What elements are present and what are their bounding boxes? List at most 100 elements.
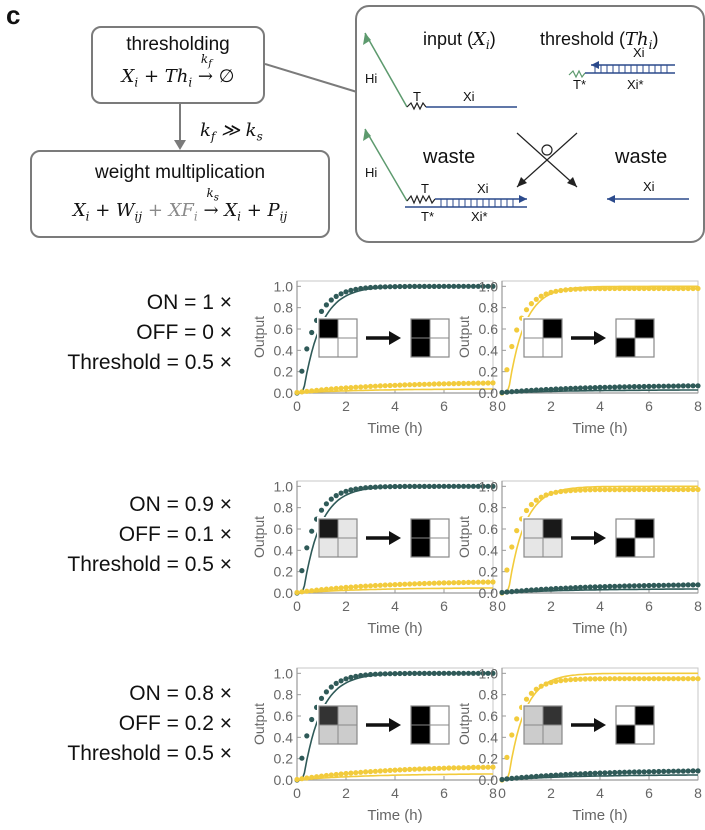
data-point-yellow [392, 767, 398, 773]
grid-cell [410, 537, 431, 558]
data-point-dark [392, 284, 398, 290]
data-point-yellow [421, 766, 427, 772]
data-point-yellow [553, 288, 559, 294]
data-point-dark [558, 386, 564, 392]
data-point-yellow [563, 488, 569, 494]
data-point-yellow [577, 286, 584, 292]
data-point-dark [475, 670, 481, 676]
data-point-yellow [656, 676, 662, 682]
data-point-yellow [461, 380, 467, 386]
inset-arrow-head [594, 331, 606, 345]
data-point-yellow [602, 487, 608, 493]
data-point-dark [626, 583, 633, 589]
data-point-yellow [631, 486, 637, 493]
data-point-dark [392, 671, 398, 677]
data-point-yellow [690, 486, 696, 493]
data-point-dark [323, 501, 329, 507]
grid-border [318, 518, 358, 558]
data-point-yellow [377, 383, 383, 389]
data-point-dark [695, 383, 701, 389]
data-point-yellow [318, 587, 325, 593]
data-point-dark [612, 583, 618, 589]
data-point-yellow [407, 382, 413, 388]
data-point-yellow [538, 683, 544, 689]
data-point-yellow [475, 579, 481, 585]
data-point-yellow [631, 676, 637, 682]
data-point-yellow [358, 583, 364, 590]
data-point-yellow [353, 770, 359, 776]
data-point-dark [612, 384, 618, 390]
data-point-yellow [412, 382, 418, 388]
x-tick-label: 0 [498, 785, 506, 801]
chart-2-1: 0.0 0.2 0.4 0.6 0.8 1.0 0 2 4 6 8 Time (h) Output [251, 478, 497, 637]
x-tick-label: 4 [391, 598, 399, 614]
data-point-yellow [558, 678, 564, 684]
data-point-yellow [626, 487, 633, 493]
data-point-yellow [372, 768, 378, 774]
data-point-dark [421, 670, 427, 677]
data-point-yellow [617, 285, 623, 292]
data-point-yellow [470, 380, 476, 386]
y-tick-label: 0.6 [274, 708, 294, 724]
data-point-dark [431, 483, 437, 489]
grid-cell [318, 337, 339, 358]
y-tick-label: 0.4 [479, 542, 499, 558]
data-point-yellow [382, 768, 388, 774]
grid-border [410, 518, 450, 558]
condition-off: OFF = 0.2 × [118, 712, 232, 735]
rate-relation: kf ≫ ks [200, 120, 263, 144]
y-tick-label: 0.0 [479, 585, 499, 601]
data-point-yellow [480, 579, 486, 585]
x-tick-label: 0 [293, 398, 301, 414]
weight-multiplication-box: weight multiplication Xi + Wij + XFi → ks… [30, 150, 330, 238]
threshold-label: threshold (Thi) [540, 29, 659, 52]
data-point-dark [304, 733, 310, 739]
inset-input-grid [523, 705, 563, 745]
data-point-yellow [314, 387, 320, 393]
data-point-yellow [343, 584, 349, 591]
data-point-dark [621, 769, 628, 775]
y-tick-label: 0.8 [479, 500, 499, 516]
data-point-yellow [563, 677, 569, 683]
data-point-yellow [626, 285, 633, 292]
data-point-dark [338, 490, 344, 496]
data-point-yellow [304, 775, 310, 781]
data-point-dark [558, 585, 564, 591]
grid-cell [337, 724, 358, 745]
data-point-dark [553, 585, 559, 592]
data-point-yellow [382, 582, 388, 588]
data-point-yellow [582, 487, 588, 493]
data-point-dark [528, 587, 535, 593]
data-point-dark [597, 770, 603, 776]
data-point-dark [475, 283, 481, 289]
data-point-dark [338, 291, 344, 297]
data-point-yellow [680, 486, 686, 493]
condition-threshold: Threshold = 0.5 × [67, 742, 232, 765]
data-point-dark [533, 773, 539, 780]
inset-output-grid [410, 705, 450, 745]
data-point-yellow [572, 286, 579, 292]
data-point-yellow [323, 386, 329, 392]
grid-cell [429, 337, 450, 358]
grid-cell [429, 724, 450, 745]
svg-text:Hi: Hi [365, 165, 377, 180]
data-point-dark [480, 483, 486, 489]
data-point-dark [499, 776, 505, 783]
data-point-yellow [318, 773, 325, 779]
data-point-dark [587, 770, 593, 777]
data-point-yellow [577, 487, 584, 493]
data-point-dark [519, 774, 525, 781]
reaction-box [355, 5, 705, 243]
data-point-yellow [397, 382, 403, 388]
data-point-yellow [480, 380, 486, 386]
data-point-dark [490, 670, 496, 676]
data-point-yellow [367, 583, 374, 589]
grid-border [615, 318, 655, 358]
data-point-dark [509, 775, 515, 782]
grid-cell [337, 318, 358, 339]
y-tick-label: 0.6 [479, 321, 499, 337]
data-point-dark [656, 383, 662, 389]
x-tick-label: 2 [342, 598, 350, 614]
inset-input-grid [523, 518, 563, 558]
data-point-dark [363, 285, 369, 291]
